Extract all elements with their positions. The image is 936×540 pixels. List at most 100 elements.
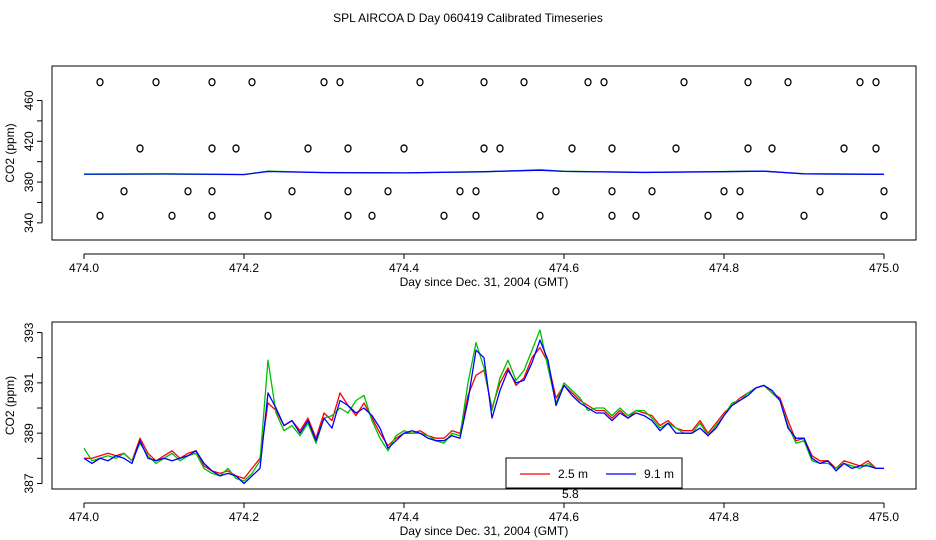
x-axis: 474.0 474.2 474.4 474.6 474.8 475.0 Day since … (69, 253, 899, 289)
y-tick-label: 387 (22, 473, 36, 493)
calibration-point (136, 144, 144, 153)
calibration-point (608, 211, 616, 220)
calibration-point (480, 77, 488, 87)
calibration-point (840, 144, 848, 153)
legend: 2.5 m 9.1 m 5.8 (505, 457, 683, 501)
calibration-point (736, 187, 744, 196)
calibration-point (344, 144, 352, 153)
y-tick-label: 420 (22, 131, 36, 151)
y-axis-label: CO2 (ppm) (3, 123, 17, 182)
x-tick-label: 474.2 (229, 510, 259, 524)
calibration-point (608, 144, 616, 153)
calibration-point (208, 211, 216, 220)
calibration-point (784, 77, 792, 87)
x-tick-label: 474.6 (549, 510, 579, 524)
calibration-point (456, 187, 464, 196)
y-tick-label: 380 (22, 172, 36, 192)
calibration-point (736, 211, 744, 220)
calibration-point (720, 187, 728, 196)
calibration-point (648, 187, 656, 196)
calibration-point (152, 77, 160, 87)
x-tick-label: 474.8 (709, 261, 739, 275)
calibration-point (264, 211, 272, 220)
plot-frame (51, 65, 917, 241)
x-tick-label: 474.4 (389, 261, 419, 275)
legend-hidden-fragment: 5.8 (562, 487, 579, 501)
calibration-point (384, 187, 392, 196)
calibration-point (320, 77, 328, 87)
calibration-point (744, 144, 752, 153)
y-tick-label: 340 (22, 213, 36, 233)
calibration-point (208, 187, 216, 196)
series-line-5-8-m (83, 329, 884, 482)
y-axis: 340 380 420 460 CO2 (ppm) (3, 90, 43, 233)
calibration-point (440, 211, 448, 220)
calibration-point (680, 77, 688, 87)
calibration-point (472, 187, 480, 196)
y-axis-label: CO2 (ppm) (3, 376, 17, 435)
calibration-point (368, 211, 376, 220)
calibration-point (96, 77, 104, 87)
x-tick-label: 474.0 (69, 261, 99, 275)
calibration-point (632, 211, 640, 220)
calibration-point (248, 77, 256, 87)
x-tick-label: 474.4 (389, 510, 419, 524)
y-tick-label: 393 (22, 322, 36, 342)
calibration-point (552, 187, 560, 196)
calibration-point (120, 187, 128, 196)
co2-height-panel: 474.0 474.2 474.4 474.6 474.8 475.0 Day since … (3, 321, 917, 538)
calibration-point (400, 144, 408, 153)
y-tick-label: 391 (22, 373, 36, 393)
x-tick-label: 475.0 (869, 261, 899, 275)
calibration-point (416, 77, 424, 87)
calibration-point (496, 144, 504, 153)
calibration-point (536, 211, 544, 220)
calibration-point (880, 187, 888, 196)
legend-label: 9.1 m (644, 467, 674, 481)
x-axis-label: Day since Dec. 31, 2004 (GMT) (400, 524, 569, 538)
calibration-point (96, 211, 104, 220)
calibration-point (184, 187, 192, 196)
calibration-point (480, 144, 488, 153)
calibration-point (600, 77, 608, 87)
calibration-point (744, 77, 752, 87)
calibration-point (288, 187, 296, 196)
x-tick-label: 474.0 (69, 510, 99, 524)
calibration-point (672, 144, 680, 153)
calibration-point (344, 211, 352, 220)
calibration-point (768, 144, 776, 153)
x-axis: 474.0 474.2 474.4 474.6 474.8 475.0 Day since … (69, 502, 899, 538)
calibration-point (208, 77, 216, 87)
calibration-point (344, 187, 352, 196)
plot-frame (51, 321, 917, 490)
y-axis: 387 389 391 393 CO2 (ppm) (3, 322, 43, 494)
calibration-point (168, 211, 176, 220)
series-line-9-1-m (83, 339, 884, 485)
calibration-point (520, 77, 528, 87)
chart-title: SPL AIRCOA D Day 060419 Calibrated Times… (333, 11, 603, 25)
calibration-point (608, 187, 616, 196)
legend-label: 2.5 m (558, 467, 588, 481)
x-tick-label: 474.6 (549, 261, 579, 275)
calibration-point (568, 144, 576, 153)
calibration-point (816, 187, 824, 196)
x-tick-label: 474.2 (229, 261, 259, 275)
series-line-blue (83, 169, 885, 176)
calibration-point (856, 77, 864, 87)
calibration-point (304, 144, 312, 153)
y-tick-label: 389 (22, 423, 36, 443)
calibration-point (872, 77, 880, 87)
calibration-point (880, 211, 888, 220)
calibration-point (704, 211, 712, 220)
calibration-panel: 474.0 474.2 474.4 474.6 474.8 475.0 Day since … (3, 65, 917, 289)
calibration-point (584, 77, 592, 87)
x-tick-label: 474.8 (709, 510, 739, 524)
calibration-point (336, 77, 344, 87)
x-axis-label: Day since Dec. 31, 2004 (GMT) (400, 275, 569, 289)
calibration-point (800, 211, 808, 220)
legend-box (505, 457, 683, 489)
calibration-point (872, 144, 880, 153)
calibration-points (96, 77, 888, 220)
x-tick-label: 475.0 (869, 510, 899, 524)
